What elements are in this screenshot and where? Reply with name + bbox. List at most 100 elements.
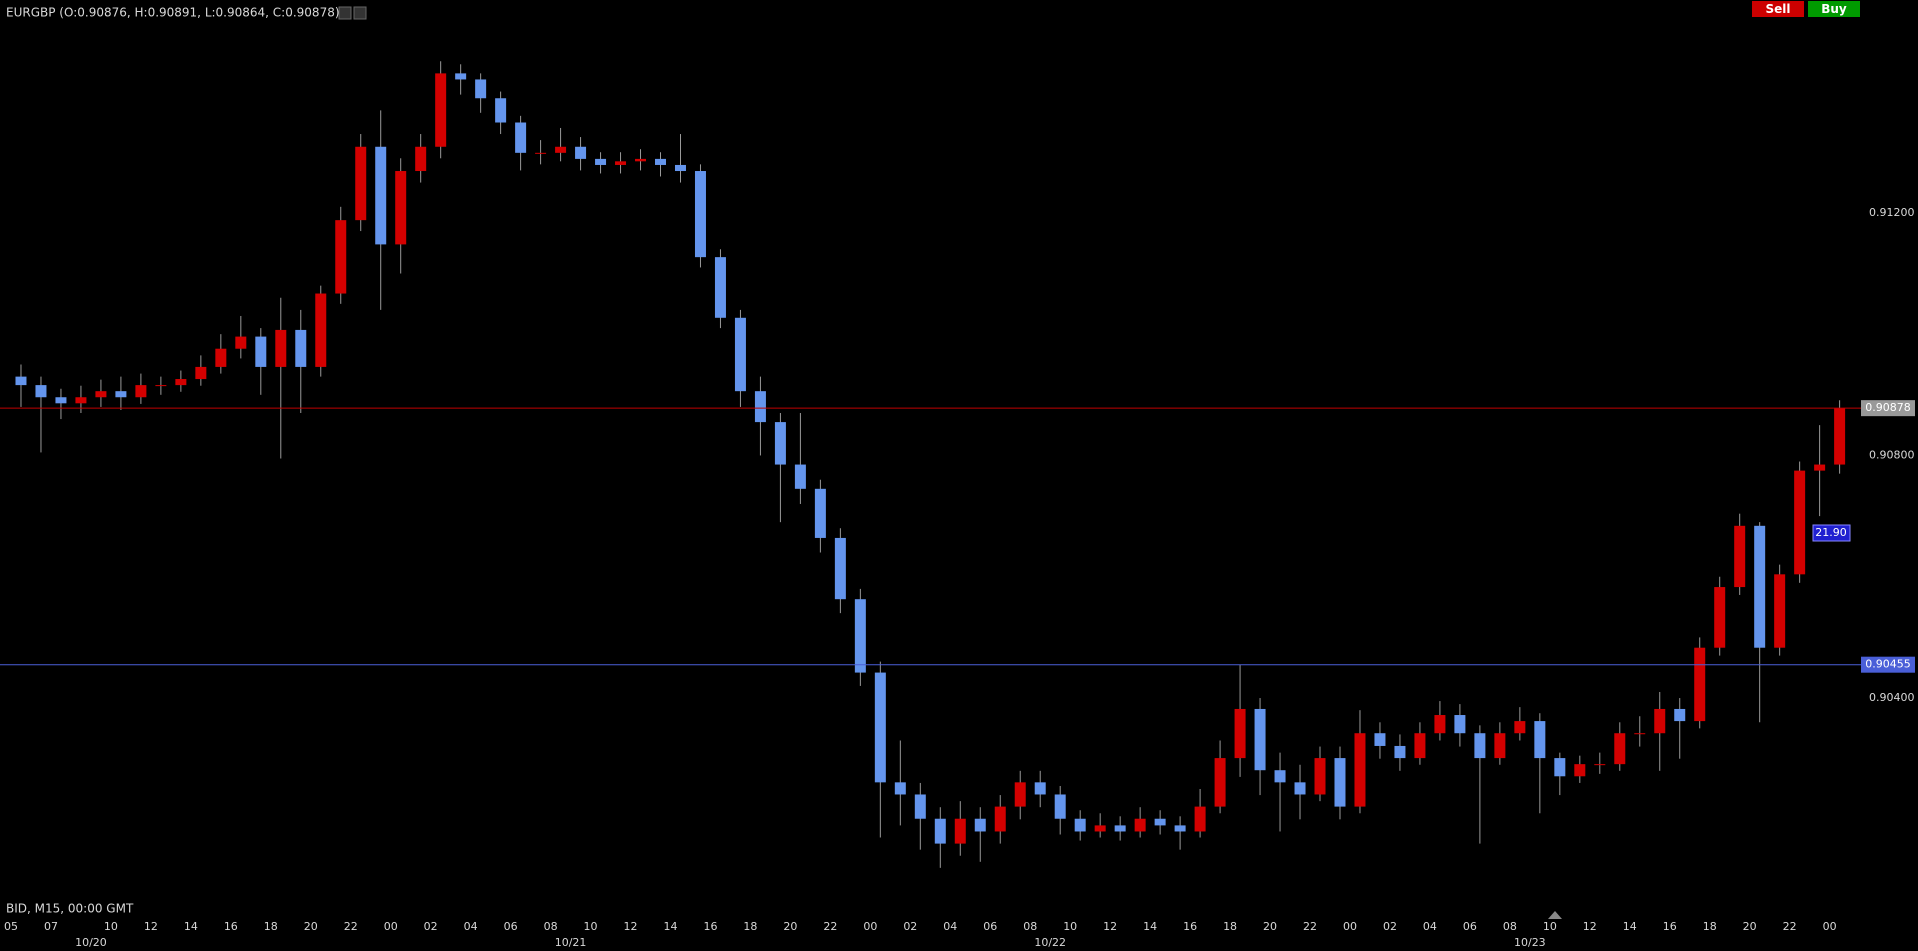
x-tick-label: 00: [863, 920, 877, 933]
annotation: 21.90: [1815, 526, 1847, 539]
candle-body: [1354, 733, 1366, 807]
x-tick-label: 20: [1743, 920, 1757, 933]
sell-button[interactable]: Sell: [1752, 1, 1804, 17]
candle-body: [475, 79, 487, 99]
candle-body: [1574, 764, 1586, 777]
candle-body: [435, 73, 447, 147]
chart-icon[interactable]: [338, 6, 352, 20]
candle-body: [994, 806, 1006, 832]
candle-body: [1434, 715, 1446, 734]
candle-body: [195, 366, 207, 380]
x-tick-label: 14: [663, 920, 677, 933]
candle-body: [1554, 758, 1566, 777]
candle-body: [1274, 770, 1286, 783]
x-tick-label: 04: [1423, 920, 1437, 933]
price-tag-label: 0.90878: [1865, 401, 1911, 414]
candle-body: [55, 397, 67, 404]
candle-body: [1514, 721, 1526, 734]
candle-body: [934, 818, 946, 844]
candle-body: [874, 672, 886, 783]
x-tick-label: 14: [184, 920, 198, 933]
x-tick-label: 02: [903, 920, 917, 933]
x-tick-label: 14: [1623, 920, 1637, 933]
x-tick-label: 06: [504, 920, 518, 933]
x-tick-label: 06: [1463, 920, 1477, 933]
candle-body: [135, 385, 147, 398]
candle-body: [1134, 818, 1146, 832]
candle-body: [814, 488, 826, 538]
candle-body: [1694, 647, 1706, 722]
candle-body: [235, 336, 247, 349]
x-tick-label: 18: [264, 920, 278, 933]
candle-body: [1774, 574, 1786, 648]
x-tick-label: 10: [1063, 920, 1077, 933]
candle-body: [1254, 708, 1266, 771]
x-tick-label: 00: [1823, 920, 1837, 933]
candle-body: [295, 329, 307, 367]
candle-body: [674, 164, 686, 172]
candle-body: [1194, 806, 1206, 832]
candle-body: [15, 376, 27, 386]
candle-body: [215, 348, 227, 367]
candle-body: [575, 146, 587, 159]
x-tick-label: 18: [1223, 920, 1237, 933]
candle-body: [794, 464, 806, 489]
x-tick-label: 02: [424, 920, 438, 933]
date-label: 10/20: [75, 936, 107, 949]
x-tick-label: 08: [544, 920, 558, 933]
candle-body: [1534, 721, 1546, 759]
x-tick-label: 04: [943, 920, 957, 933]
candle-body: [734, 317, 746, 392]
x-tick-label: 08: [1023, 920, 1037, 933]
candle-body: [1034, 782, 1046, 795]
candle-body: [1374, 733, 1386, 746]
candle-body: [1334, 758, 1346, 807]
candle-body: [495, 98, 507, 123]
x-tick-label: 10: [584, 920, 598, 933]
buy-button[interactable]: Buy: [1808, 1, 1860, 17]
candle-body: [1634, 733, 1646, 735]
candle-body: [275, 329, 287, 367]
x-tick-label: 07: [44, 920, 58, 933]
candle-body: [1654, 708, 1666, 734]
x-tick-label: 10: [1543, 920, 1557, 933]
x-tick-label: 18: [1703, 920, 1717, 933]
x-tick-label: 20: [304, 920, 318, 933]
candle-body: [335, 220, 347, 294]
x-tick-label: 18: [743, 920, 757, 933]
settings-icon[interactable]: [353, 6, 367, 20]
x-tick-label: 22: [344, 920, 358, 933]
candle-body: [1614, 733, 1626, 765]
date-label: 10/22: [1034, 936, 1066, 949]
candle-body: [635, 158, 647, 162]
candle-body: [1054, 794, 1066, 819]
scroll-marker[interactable]: [1548, 911, 1562, 919]
price-tag: [1861, 656, 1915, 673]
price-tag-label: 0.90455: [1865, 658, 1911, 671]
candle-body: [455, 73, 467, 80]
candle-body: [1714, 587, 1726, 648]
x-tick-label: 00: [1343, 920, 1357, 933]
candle-body: [1494, 733, 1506, 759]
candle-body: [1214, 758, 1226, 807]
candle-body: [395, 171, 407, 245]
candle-body: [754, 391, 766, 423]
candle-body: [1174, 825, 1186, 832]
candle-body: [615, 161, 627, 165]
candle-body: [1154, 818, 1166, 826]
candle-body: [894, 782, 906, 795]
x-tick-label: 22: [823, 920, 837, 933]
candle-body: [375, 146, 387, 245]
candle-body: [115, 391, 127, 398]
candle-body: [1454, 715, 1466, 734]
x-tick-label: 02: [1383, 920, 1397, 933]
x-tick-label: 16: [1183, 920, 1197, 933]
candle-body: [1734, 525, 1746, 588]
x-tick-label: 20: [783, 920, 797, 933]
candle-body: [75, 397, 87, 404]
x-tick-label: 12: [144, 920, 158, 933]
x-tick-label: 16: [224, 920, 238, 933]
candle-body: [1814, 464, 1826, 471]
candle-body: [175, 379, 187, 386]
candle-body: [255, 336, 267, 367]
